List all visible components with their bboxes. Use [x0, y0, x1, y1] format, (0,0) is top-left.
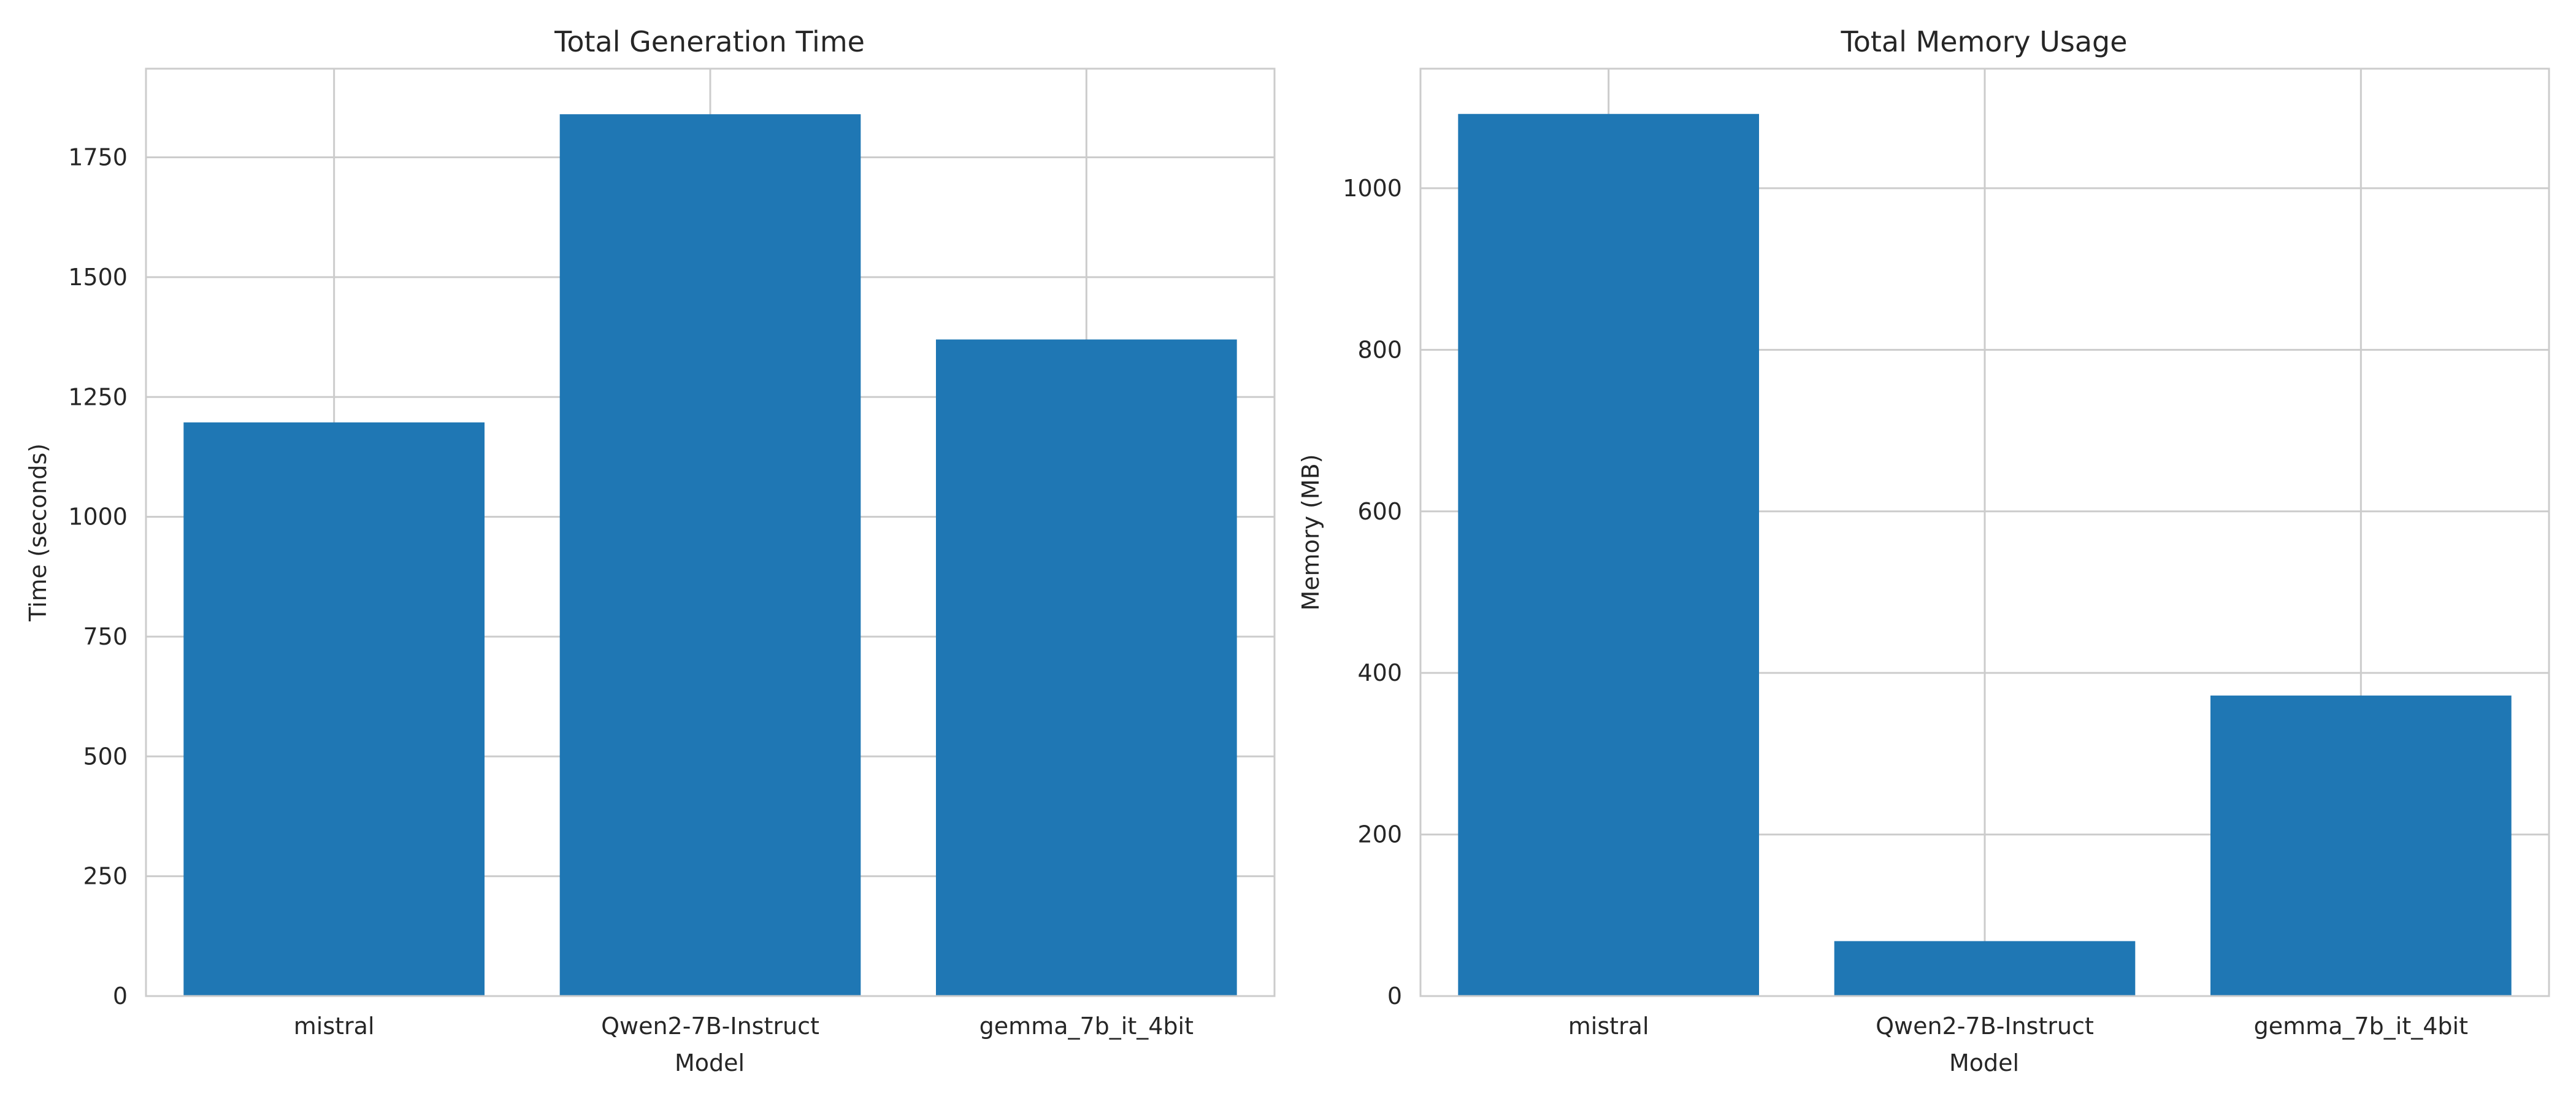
- x-axis-label: Model: [1949, 1049, 2019, 1076]
- y-axis-label: Time (seconds): [25, 443, 52, 622]
- x-ticks: mistral Qwen2-7B-Instruct gemma_7b_it_4bit: [294, 1013, 1194, 1040]
- bar-mistral: [1458, 113, 1759, 996]
- plot-frame: [145, 67, 1276, 997]
- y-tick-label: 1000: [1343, 175, 1402, 202]
- plot-frame: [1419, 67, 2550, 997]
- chart-generation-time: Total Generation Time 0 250 500 750 1000 1250…: [25, 25, 1276, 1076]
- x-ticks: mistral Qwen2-7B-Instruct gemma_7b_it_4bit: [1568, 1013, 2468, 1040]
- bar-mistral: [183, 422, 485, 996]
- x-tick-label: Qwen2-7B-Instruct: [1876, 1013, 2094, 1040]
- x-axis-label: Model: [675, 1049, 745, 1076]
- y-tick-label: 1500: [68, 264, 128, 291]
- bars: [183, 114, 1237, 997]
- bar-Qwen2-7B-Instruct: [559, 114, 861, 997]
- y-axis-label: Memory (MB): [1297, 454, 1324, 610]
- y-tick-label: 750: [83, 623, 128, 650]
- y-ticks: 0 200 400 600 800 1000: [1343, 175, 1402, 1010]
- x-tick-label: gemma_7b_it_4bit: [2254, 1013, 2468, 1040]
- y-tick-label: 0: [1387, 983, 1402, 1010]
- bar-gemma_7b_it_4bit: [2210, 696, 2512, 996]
- y-tick-label: 1250: [68, 383, 128, 410]
- bar-Qwen2-7B-Instruct: [1834, 941, 2136, 996]
- bar-gemma_7b_it_4bit: [936, 339, 1237, 997]
- y-tick-label: 250: [83, 863, 128, 890]
- y-tick-label: 0: [113, 983, 128, 1010]
- chart-title: Total Memory Usage: [1840, 25, 2127, 58]
- x-tick-label: mistral: [294, 1013, 375, 1040]
- chart-title: Total Generation Time: [554, 25, 865, 58]
- bars: [1458, 113, 2512, 996]
- y-tick-label: 200: [1357, 821, 1402, 848]
- chart-memory-usage: Total Memory Usage 0 200 400 600 800 1000 mis…: [1297, 25, 2550, 1076]
- y-tick-label: 500: [83, 743, 128, 770]
- y-tick-label: 800: [1357, 336, 1402, 363]
- y-tick-label: 1750: [68, 144, 128, 171]
- x-tick-label: Qwen2-7B-Instruct: [601, 1013, 819, 1040]
- y-tick-label: 600: [1357, 498, 1402, 525]
- x-tick-label: gemma_7b_it_4bit: [979, 1013, 1194, 1040]
- y-ticks: 0 250 500 750 1000 1250 1500 1750: [68, 144, 128, 1010]
- y-tick-label: 400: [1357, 659, 1402, 686]
- x-tick-label: mistral: [1568, 1013, 1649, 1040]
- y-tick-label: 1000: [68, 504, 128, 531]
